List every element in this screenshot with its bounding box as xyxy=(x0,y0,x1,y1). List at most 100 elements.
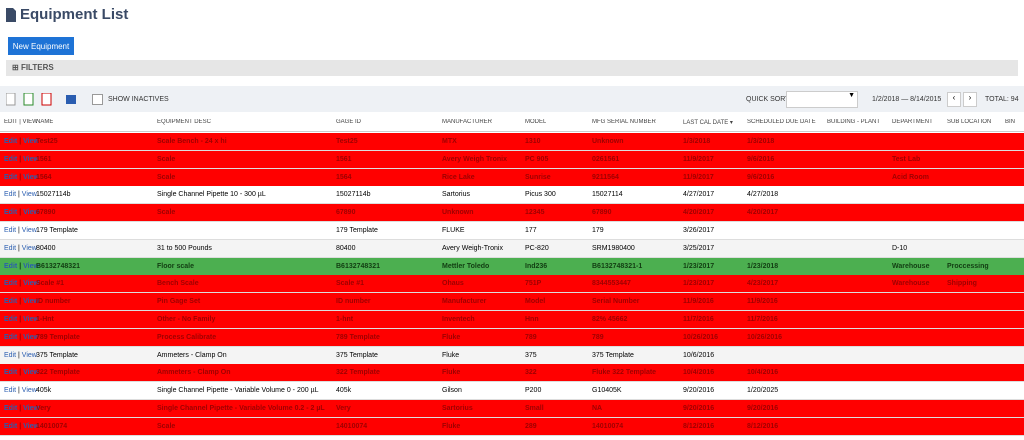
edit-link[interactable]: Edit xyxy=(4,191,17,199)
new-button[interactable]: New Equipment xyxy=(8,37,74,55)
table-cell: PC 905 xyxy=(525,155,549,163)
page-title: Equipment List xyxy=(20,6,129,23)
table-cell: Scale xyxy=(157,422,176,430)
view-link[interactable]: View xyxy=(21,351,37,359)
table-cell: 1/23/2017 xyxy=(683,262,715,270)
table-cell: Single Channel Pipette - Variable Volume… xyxy=(157,405,325,412)
filters-bar[interactable]: ⊞ FILTERS xyxy=(6,60,1018,76)
view-link[interactable]: View xyxy=(23,138,39,145)
view-link[interactable]: View xyxy=(23,405,39,412)
column-header[interactable]: NAME xyxy=(36,119,54,125)
filters-label: FILTERS xyxy=(20,63,54,72)
table-cell: 8/12/2016 xyxy=(747,422,779,430)
table-cell: 322 xyxy=(525,369,537,377)
table-cell: 4/20/2017 xyxy=(683,209,715,217)
table-cell: 179 xyxy=(592,227,604,234)
table-cell: 789 Template xyxy=(36,333,80,341)
view-link[interactable]: View xyxy=(23,155,39,163)
view-link[interactable]: View xyxy=(23,298,39,306)
table-cell: 9211564 xyxy=(592,173,619,181)
column-header[interactable]: SCHEDULED DUE DATE xyxy=(747,119,816,125)
table-cell: Warehouse xyxy=(892,262,930,270)
column-header[interactable]: SUB LOCATION xyxy=(947,119,992,125)
table-cell: 1/3/2018 xyxy=(683,138,711,145)
view-link[interactable]: View xyxy=(23,209,39,217)
quick-sort-select[interactable]: ▼ xyxy=(786,91,858,108)
table-cell: Serial Number xyxy=(592,298,640,306)
edit-link[interactable]: Edit xyxy=(4,173,18,181)
edit-link[interactable]: Edit xyxy=(4,262,18,270)
table-cell: Avery Weigh-Tronix xyxy=(442,244,503,252)
table-cell: 11/9/2017 xyxy=(683,155,714,163)
separator-link: | xyxy=(19,155,22,163)
edit-link[interactable]: Edit xyxy=(4,405,18,412)
table-cell: NA xyxy=(592,405,603,412)
edit-link[interactable]: Edit xyxy=(4,333,18,341)
view-link[interactable]: View xyxy=(23,316,39,323)
edit-link[interactable]: Edit xyxy=(4,351,17,359)
column-header[interactable]: EDIT | VIEW xyxy=(4,119,38,125)
view-link[interactable]: View xyxy=(23,369,39,377)
edit-link[interactable]: Edit xyxy=(4,138,18,145)
table-row: Edit | View Very Single Channel Pipette -… xyxy=(0,400,1024,418)
view-link[interactable]: View xyxy=(21,387,37,395)
table-cell: 405k xyxy=(36,387,52,395)
table-cell: 4/27/2018 xyxy=(747,191,779,199)
view-link[interactable]: View xyxy=(21,244,37,252)
date-range[interactable]: 1/2/2018 — 8/14/2015 xyxy=(872,96,942,103)
edit-link[interactable]: Edit xyxy=(4,155,18,163)
edit-link[interactable]: Edit xyxy=(4,316,18,323)
table-cell: Gilson xyxy=(442,387,462,395)
view-link[interactable]: View xyxy=(23,173,39,181)
table-cell: 375 xyxy=(525,351,537,359)
export-icons[interactable] xyxy=(6,93,76,107)
column-header[interactable]: GAGE ID xyxy=(336,119,362,125)
table-row: Edit | View ID number Pin Gage Set ID numb… xyxy=(0,293,1024,312)
table-cell: Scale #1 xyxy=(336,280,365,288)
column-header[interactable]: BIN xyxy=(1005,119,1016,125)
edit-view: Edit | View xyxy=(4,364,39,381)
table-row: Edit | View 375 Template Ammeters - Clamp… xyxy=(0,346,1024,365)
column-header[interactable]: DEPARTMENT xyxy=(892,119,933,125)
table-cell: B6132748321-1 xyxy=(592,262,643,270)
edit-link[interactable]: Edit xyxy=(4,280,18,288)
view-link[interactable]: View xyxy=(23,262,39,270)
table-cell: Ammeters - Clamp On xyxy=(157,369,231,377)
view-link[interactable]: View xyxy=(23,422,39,430)
edit-link[interactable]: Edit xyxy=(4,387,17,395)
separator-link: | xyxy=(19,333,22,341)
column-header[interactable]: MFG SERIAL NUMBER xyxy=(592,119,656,125)
edit-view: Edit | View xyxy=(4,186,37,203)
separator-link: | xyxy=(19,405,22,412)
table-cell: 751P xyxy=(525,280,542,288)
table-cell: 11/9/2017 xyxy=(683,173,714,181)
inactive-checkbox[interactable] xyxy=(92,94,103,105)
column-header[interactable]: EQUIPMENT DESC xyxy=(157,119,211,125)
column-header[interactable]: MODEL xyxy=(525,119,547,125)
column-header[interactable]: BUILDING - PLANT xyxy=(827,119,881,125)
prev-button[interactable]: ‹ xyxy=(947,92,961,107)
edit-link[interactable]: Edit xyxy=(4,298,18,306)
view-link[interactable]: View xyxy=(23,333,39,341)
edit-link[interactable]: Edit xyxy=(4,422,18,430)
edit-view: Edit | View xyxy=(4,151,39,168)
edit-link[interactable]: Edit xyxy=(4,209,18,217)
separator-link: | xyxy=(19,280,22,288)
edit-link[interactable]: Edit xyxy=(4,369,18,377)
column-header[interactable]: LAST CAL DATE ▾ xyxy=(683,120,733,126)
column-header[interactable]: MANUFACTURER xyxy=(442,119,493,125)
table-cell: 9/20/2016 xyxy=(683,387,715,395)
table-row: Edit | View 1564 Scale 1564 Rice Lake Sunris… xyxy=(0,168,1024,187)
table-cell: ID number xyxy=(336,298,371,306)
view-link[interactable]: View xyxy=(21,191,37,199)
table-cell: 375 Template xyxy=(36,351,78,359)
next-button[interactable]: › xyxy=(963,92,977,107)
view-link[interactable]: View xyxy=(21,227,37,234)
edit-link[interactable]: Edit xyxy=(4,244,17,252)
table-cell: Pin Gage Set xyxy=(157,298,201,306)
table-cell: B6132748321 xyxy=(336,262,380,270)
view-link[interactable]: View xyxy=(23,280,39,288)
edit-link[interactable]: Edit xyxy=(4,227,17,234)
table-cell: 14010074 xyxy=(592,422,624,430)
table-cell: SRM1980400 xyxy=(592,244,635,252)
